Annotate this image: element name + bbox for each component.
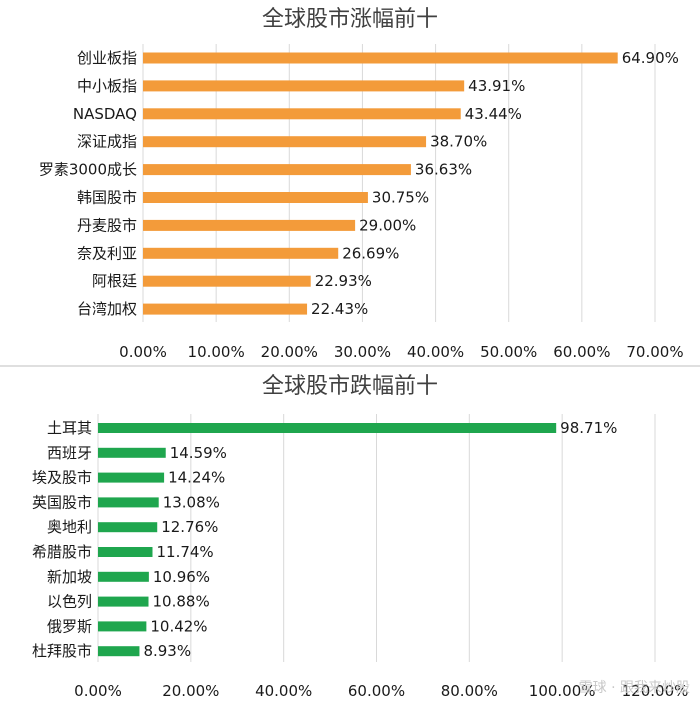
bar [143, 247, 339, 259]
data-label: 38.70% [430, 133, 487, 151]
x-tick-label: 80.00% [441, 682, 498, 700]
x-tick-label: 20.00% [261, 343, 318, 361]
category-label: 台湾加权 [77, 300, 137, 318]
gainers-chart: 全球股市涨幅前十 0.00% 10.00% 20.00% 30.00% 40.00% 50.… [39, 7, 684, 361]
category-label: 阿根廷 [92, 272, 137, 290]
bar [143, 52, 618, 64]
x-tick-label: 60.00% [348, 682, 405, 700]
category-label: 创业板指 [77, 49, 137, 67]
x-tick-label: 50.00% [480, 343, 537, 361]
x-tick-label: 0.00% [74, 682, 122, 700]
data-label: 12.76% [161, 518, 218, 536]
data-label: 14.24% [168, 469, 225, 487]
x-tick-label: 20.00% [162, 682, 219, 700]
data-label: 30.75% [372, 189, 429, 207]
bar [143, 108, 461, 120]
x-tick-label: 30.00% [334, 343, 391, 361]
bar [143, 303, 308, 315]
category-label: 丹麦股市 [77, 216, 137, 234]
category-label: NASDAQ [73, 105, 137, 123]
category-label: 奈及利亚 [77, 244, 137, 262]
data-label: 43.91% [468, 77, 525, 95]
data-label: 29.00% [359, 216, 416, 234]
x-tick-label: 100.00% [529, 682, 596, 700]
bar [143, 219, 356, 231]
watermark: 雪球 · 跟我来炒股 [579, 680, 690, 696]
data-label: 10.96% [153, 568, 210, 586]
bar [98, 472, 165, 483]
x-tick-label: 120.00% [622, 682, 689, 700]
category-label: 俄罗斯 [47, 617, 92, 635]
data-label: 26.69% [342, 244, 399, 262]
x-tick-label: 40.00% [255, 682, 312, 700]
category-label: 西班牙 [47, 444, 92, 462]
bar [98, 423, 557, 433]
x-tick-label: 10.00% [188, 343, 245, 361]
x-tick-label: 60.00% [553, 343, 610, 361]
data-label: 11.74% [156, 543, 213, 561]
bar [98, 547, 153, 557]
x-tick-label: 70.00% [626, 343, 683, 361]
category-label: 以色列 [47, 593, 92, 611]
category-label: 罗素3000成长 [39, 161, 137, 179]
bar [98, 596, 149, 607]
data-label: 13.08% [163, 493, 220, 511]
losers-chart: 全球股市跌幅前十 0.00% 20.00% 40.00% 60.00% 80.00% 100… [32, 374, 688, 700]
category-label: 希腊股市 [32, 543, 92, 561]
category-label: 中小板指 [77, 77, 137, 95]
bar [98, 447, 166, 458]
chart-title: 全球股市跌幅前十 [262, 374, 438, 399]
bar [98, 571, 149, 582]
category-label: 杜拜股市 [32, 642, 92, 660]
category-label: 埃及股市 [32, 469, 92, 487]
x-tick-label: 40.00% [407, 343, 464, 361]
data-label: 36.63% [415, 161, 472, 179]
bar [98, 646, 140, 657]
x-tick-label: 0.00% [119, 343, 167, 361]
bar [98, 621, 147, 632]
bar [143, 192, 368, 203]
data-label: 98.71% [560, 419, 617, 437]
data-label: 64.90% [622, 49, 679, 67]
category-label: 英国股市 [32, 493, 92, 511]
bar [143, 136, 427, 148]
data-label: 10.88% [153, 593, 210, 611]
data-label: 22.93% [315, 272, 372, 290]
category-label: 土耳其 [47, 419, 92, 437]
data-label: 10.42% [150, 617, 207, 635]
bar [143, 164, 411, 176]
data-label: 14.59% [170, 444, 227, 462]
bar [98, 497, 159, 508]
data-label: 8.93% [143, 642, 191, 660]
bar [143, 80, 465, 92]
category-label: 深证成指 [77, 133, 137, 151]
bar [98, 522, 158, 533]
category-label: 奥地利 [47, 518, 92, 536]
data-label: 22.43% [311, 300, 368, 318]
bar [143, 275, 311, 287]
chart-title: 全球股市涨幅前十 [262, 7, 438, 32]
data-label: 43.44% [465, 105, 522, 123]
category-label: 新加坡 [47, 568, 92, 586]
category-label: 韩国股市 [77, 189, 137, 207]
